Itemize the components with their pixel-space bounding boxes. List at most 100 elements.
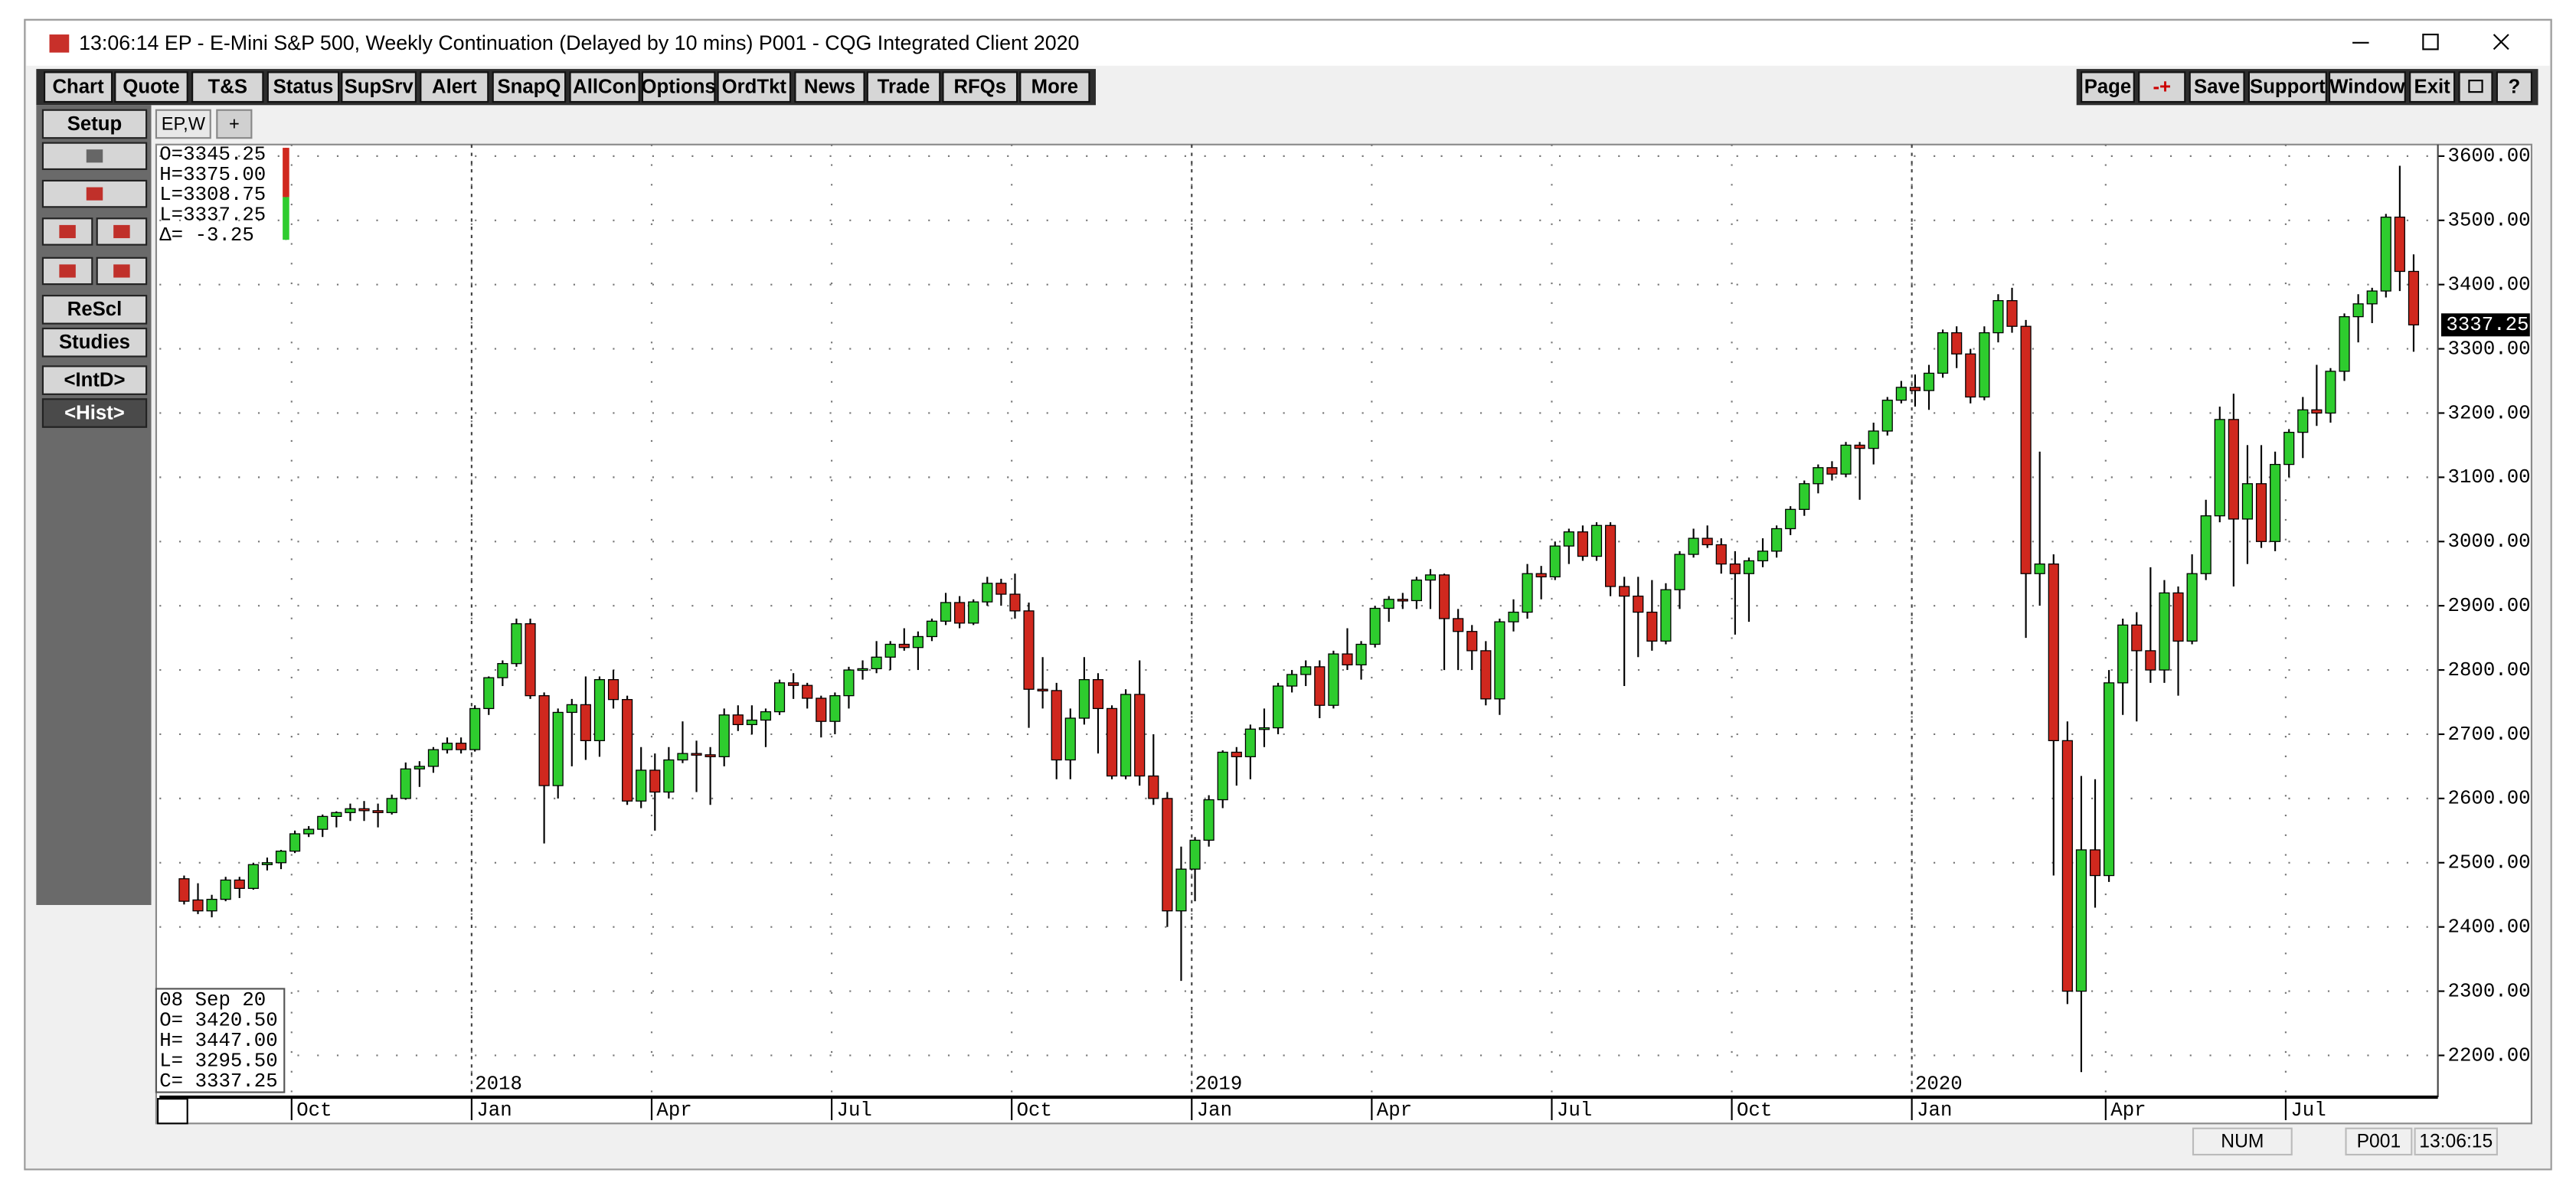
candle-body	[469, 707, 481, 750]
toolbar-button-label[interactable]: AllCon	[573, 77, 636, 98]
window-controls[interactable]	[2352, 33, 2509, 51]
toolbar-button[interactable]	[492, 71, 567, 103]
toolbar-button[interactable]	[794, 71, 865, 103]
toolbar-button[interactable]	[191, 71, 264, 103]
toolbar-button[interactable]	[2328, 71, 2406, 103]
toolbar-button-label[interactable]: RFQs	[953, 77, 1006, 98]
candle-body	[2283, 432, 2295, 466]
candle-body	[2020, 325, 2032, 574]
info-bottom-line: C= 3337.25	[159, 1070, 277, 1093]
maximize[interactable]	[2422, 33, 2439, 51]
toolbar-button-label[interactable]: SupSrv	[345, 77, 414, 98]
candle-body	[456, 743, 467, 750]
candle-body	[940, 602, 952, 622]
toolbar-button[interactable]	[2189, 71, 2245, 103]
side-button[interactable]	[41, 295, 148, 325]
toolbar-button[interactable]	[44, 71, 113, 103]
toolbar-button[interactable]	[641, 71, 716, 103]
candle-body	[247, 864, 259, 889]
toolbar-button[interactable]	[2409, 71, 2456, 103]
candle-body	[677, 753, 688, 761]
status-pane	[2414, 1127, 2498, 1156]
toolbar-button[interactable]	[420, 71, 489, 103]
toolbar-button-label[interactable]: Support	[2250, 77, 2326, 98]
candle-body	[2159, 592, 2170, 671]
candle-body	[954, 602, 966, 624]
toolbar-button[interactable]	[2138, 71, 2186, 103]
candle-body	[441, 743, 453, 750]
candle-body	[1590, 524, 1603, 557]
candle-body	[2117, 624, 2129, 684]
info-top-line: L=3308.75	[159, 184, 266, 206]
candle-body	[2075, 849, 2087, 992]
toolbar-button[interactable]	[114, 71, 188, 103]
candle-body	[386, 798, 397, 813]
daily-bar-down	[283, 197, 289, 240]
toolbar-button-label[interactable]: Save	[2194, 77, 2240, 98]
x-tick-label: Oct	[1737, 1099, 1772, 1122]
candle-body	[1175, 868, 1187, 912]
tab[interactable]	[155, 109, 211, 139]
info-top-line: Δ= -3.25	[159, 224, 254, 247]
toolbar-button[interactable]	[2247, 71, 2327, 103]
side-button[interactable]	[41, 398, 148, 428]
candle-body	[2061, 740, 2073, 992]
toolbar-button[interactable]	[569, 71, 640, 103]
tab-label[interactable]: +	[229, 113, 240, 133]
toolbar-button-label[interactable]: Quote	[123, 77, 179, 98]
candle-body	[261, 862, 273, 865]
candle-body	[1355, 643, 1367, 666]
side-button[interactable]	[41, 109, 148, 139]
toolbar-button-label[interactable]: Status	[273, 77, 334, 98]
candle-body	[1134, 694, 1146, 777]
side-icon	[113, 224, 130, 239]
toolbar-button-label[interactable]: SnapQ	[497, 77, 561, 98]
restore-button[interactable]	[2458, 71, 2493, 103]
toolbar-button-label[interactable]: News	[804, 77, 855, 98]
toolbar-button[interactable]	[866, 71, 941, 103]
toolbar-button-label[interactable]: OrdTkt	[722, 77, 787, 98]
toolbar-button-label[interactable]: Alert	[432, 77, 477, 98]
candle-body	[1106, 707, 1118, 777]
candle-body	[995, 583, 1007, 595]
side-button-label[interactable]: Studies	[59, 332, 130, 353]
side-button-label[interactable]: <IntD>	[64, 369, 125, 390]
toolbar-button[interactable]	[341, 71, 417, 103]
last-price-label: 3337.25	[2446, 314, 2529, 336]
toolbar-button[interactable]	[2496, 71, 2532, 103]
toolbar-button[interactable]	[1019, 71, 1090, 103]
toolbar-button-label[interactable]: More	[1031, 77, 1078, 98]
info-bottom-box	[155, 988, 286, 1093]
toolbar-button[interactable]	[2081, 71, 2135, 103]
tab-label[interactable]: EP,W	[162, 113, 206, 133]
close[interactable]	[2493, 34, 2509, 51]
side-button-label[interactable]: Setup	[67, 113, 123, 135]
toolbar-button-label[interactable]: T&S	[208, 77, 247, 98]
candle-body	[1217, 751, 1228, 801]
candle-body	[691, 753, 702, 756]
side-button[interactable]	[41, 327, 148, 358]
side-button[interactable]	[41, 365, 148, 395]
candle-body	[1286, 674, 1298, 687]
candle-body	[2186, 573, 2198, 642]
side-button-label[interactable]: <Hist>	[64, 402, 125, 423]
toolbar-button-label[interactable]: Trade	[878, 77, 930, 98]
side-icon	[86, 149, 103, 163]
y-tick-label: 3300.00	[2448, 338, 2531, 360]
y-tick-label: 3600.00	[2448, 145, 2531, 168]
toolbar-button-label[interactable]: Window	[2329, 77, 2405, 98]
toolbar-button-label[interactable]: -+	[2153, 77, 2171, 98]
toolbar-button-label[interactable]: Exit	[2414, 77, 2451, 98]
candle-body	[802, 684, 813, 699]
candle-body	[926, 620, 938, 638]
toolbar-button-label[interactable]: Options	[642, 77, 716, 98]
toolbar-button-label[interactable]: ?	[2509, 77, 2521, 98]
toolbar-button-label[interactable]: Page	[2084, 77, 2132, 98]
tab[interactable]	[216, 109, 253, 139]
candle-body	[1743, 560, 1755, 574]
toolbar-button-label[interactable]: Chart	[52, 77, 104, 98]
toolbar-button[interactable]	[942, 71, 1018, 103]
toolbar-button[interactable]	[266, 71, 340, 103]
toolbar-button[interactable]	[717, 71, 792, 103]
side-button-label[interactable]: ReScl	[67, 299, 123, 320]
